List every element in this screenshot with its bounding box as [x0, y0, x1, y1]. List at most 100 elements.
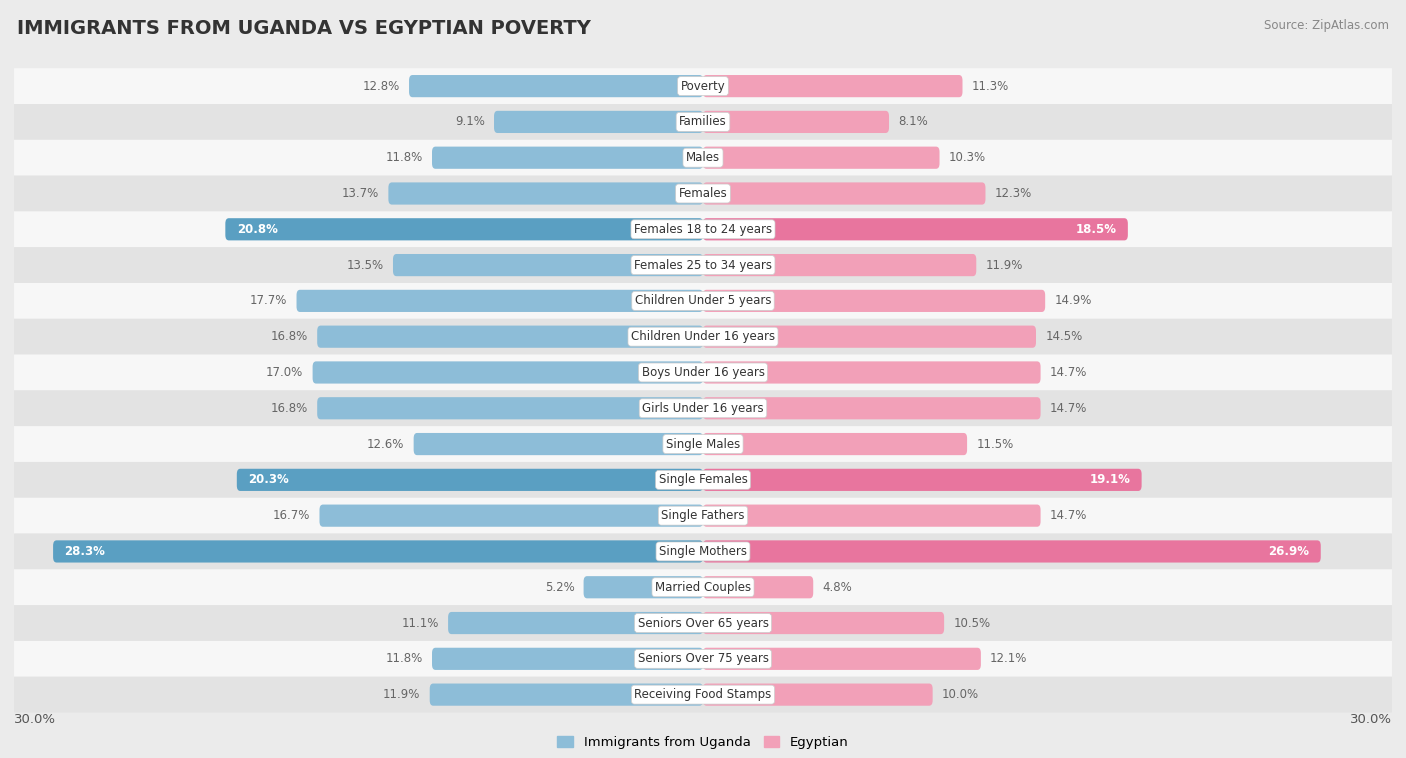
FancyBboxPatch shape: [703, 433, 967, 455]
FancyBboxPatch shape: [236, 468, 703, 491]
Text: 11.8%: 11.8%: [385, 653, 423, 666]
Text: 14.5%: 14.5%: [1045, 330, 1083, 343]
FancyBboxPatch shape: [449, 612, 703, 634]
Text: 30.0%: 30.0%: [14, 713, 56, 726]
Text: 10.3%: 10.3%: [949, 151, 986, 164]
FancyBboxPatch shape: [703, 326, 1036, 348]
Text: Girls Under 16 years: Girls Under 16 years: [643, 402, 763, 415]
FancyBboxPatch shape: [703, 290, 1045, 312]
Text: 11.9%: 11.9%: [384, 688, 420, 701]
FancyBboxPatch shape: [703, 505, 1040, 527]
Text: 20.3%: 20.3%: [249, 473, 290, 487]
FancyBboxPatch shape: [53, 540, 703, 562]
FancyBboxPatch shape: [14, 462, 1392, 498]
Text: 18.5%: 18.5%: [1076, 223, 1116, 236]
Text: 14.7%: 14.7%: [1050, 366, 1087, 379]
FancyBboxPatch shape: [14, 569, 1392, 605]
Text: 14.9%: 14.9%: [1054, 294, 1091, 308]
Text: Seniors Over 65 years: Seniors Over 65 years: [637, 616, 769, 630]
FancyBboxPatch shape: [14, 677, 1392, 713]
FancyBboxPatch shape: [14, 534, 1392, 569]
Text: 5.2%: 5.2%: [544, 581, 575, 594]
FancyBboxPatch shape: [14, 247, 1392, 283]
Text: Males: Males: [686, 151, 720, 164]
Text: Families: Families: [679, 115, 727, 128]
Text: 20.8%: 20.8%: [236, 223, 278, 236]
Text: 19.1%: 19.1%: [1090, 473, 1130, 487]
Text: Single Mothers: Single Mothers: [659, 545, 747, 558]
FancyBboxPatch shape: [703, 684, 932, 706]
Text: Females 25 to 34 years: Females 25 to 34 years: [634, 258, 772, 271]
FancyBboxPatch shape: [703, 648, 981, 670]
FancyBboxPatch shape: [409, 75, 703, 97]
Text: 8.1%: 8.1%: [898, 115, 928, 128]
FancyBboxPatch shape: [319, 505, 703, 527]
FancyBboxPatch shape: [14, 176, 1392, 211]
FancyBboxPatch shape: [318, 397, 703, 419]
Text: 11.8%: 11.8%: [385, 151, 423, 164]
FancyBboxPatch shape: [703, 218, 1128, 240]
Text: 30.0%: 30.0%: [1350, 713, 1392, 726]
Text: 11.3%: 11.3%: [972, 80, 1010, 92]
Text: 16.8%: 16.8%: [271, 402, 308, 415]
FancyBboxPatch shape: [14, 605, 1392, 641]
Text: 17.7%: 17.7%: [250, 294, 287, 308]
FancyBboxPatch shape: [703, 540, 1320, 562]
FancyBboxPatch shape: [14, 355, 1392, 390]
Text: 13.5%: 13.5%: [347, 258, 384, 271]
Text: 16.7%: 16.7%: [273, 509, 311, 522]
Text: IMMIGRANTS FROM UGANDA VS EGYPTIAN POVERTY: IMMIGRANTS FROM UGANDA VS EGYPTIAN POVER…: [17, 19, 591, 38]
FancyBboxPatch shape: [388, 183, 703, 205]
FancyBboxPatch shape: [14, 139, 1392, 176]
Text: 10.5%: 10.5%: [953, 616, 990, 630]
Text: Seniors Over 75 years: Seniors Over 75 years: [637, 653, 769, 666]
Text: Single Males: Single Males: [666, 437, 740, 450]
FancyBboxPatch shape: [703, 254, 976, 276]
FancyBboxPatch shape: [392, 254, 703, 276]
FancyBboxPatch shape: [703, 362, 1040, 384]
FancyBboxPatch shape: [14, 68, 1392, 104]
Text: 28.3%: 28.3%: [65, 545, 105, 558]
Text: 12.1%: 12.1%: [990, 653, 1028, 666]
FancyBboxPatch shape: [297, 290, 703, 312]
FancyBboxPatch shape: [703, 612, 945, 634]
Text: Single Fathers: Single Fathers: [661, 509, 745, 522]
FancyBboxPatch shape: [583, 576, 703, 598]
FancyBboxPatch shape: [14, 319, 1392, 355]
Text: 10.0%: 10.0%: [942, 688, 979, 701]
Text: 16.8%: 16.8%: [271, 330, 308, 343]
Text: 14.7%: 14.7%: [1050, 402, 1087, 415]
Text: 14.7%: 14.7%: [1050, 509, 1087, 522]
FancyBboxPatch shape: [14, 104, 1392, 139]
FancyBboxPatch shape: [432, 648, 703, 670]
Text: 4.8%: 4.8%: [823, 581, 852, 594]
FancyBboxPatch shape: [14, 283, 1392, 319]
Text: Children Under 5 years: Children Under 5 years: [634, 294, 772, 308]
Text: 9.1%: 9.1%: [456, 115, 485, 128]
FancyBboxPatch shape: [703, 146, 939, 169]
Text: Children Under 16 years: Children Under 16 years: [631, 330, 775, 343]
FancyBboxPatch shape: [703, 468, 1142, 491]
Text: 12.3%: 12.3%: [994, 187, 1032, 200]
FancyBboxPatch shape: [703, 183, 986, 205]
Text: Females 18 to 24 years: Females 18 to 24 years: [634, 223, 772, 236]
FancyBboxPatch shape: [312, 362, 703, 384]
FancyBboxPatch shape: [14, 641, 1392, 677]
FancyBboxPatch shape: [703, 111, 889, 133]
Text: 11.5%: 11.5%: [976, 437, 1014, 450]
Text: 11.9%: 11.9%: [986, 258, 1022, 271]
FancyBboxPatch shape: [703, 576, 813, 598]
Text: 26.9%: 26.9%: [1268, 545, 1309, 558]
Text: Poverty: Poverty: [681, 80, 725, 92]
Text: 12.6%: 12.6%: [367, 437, 405, 450]
Text: Boys Under 16 years: Boys Under 16 years: [641, 366, 765, 379]
Text: Source: ZipAtlas.com: Source: ZipAtlas.com: [1264, 19, 1389, 32]
Text: Females: Females: [679, 187, 727, 200]
Text: 12.8%: 12.8%: [363, 80, 399, 92]
Text: 11.1%: 11.1%: [402, 616, 439, 630]
FancyBboxPatch shape: [14, 211, 1392, 247]
FancyBboxPatch shape: [494, 111, 703, 133]
FancyBboxPatch shape: [413, 433, 703, 455]
FancyBboxPatch shape: [703, 397, 1040, 419]
FancyBboxPatch shape: [225, 218, 703, 240]
